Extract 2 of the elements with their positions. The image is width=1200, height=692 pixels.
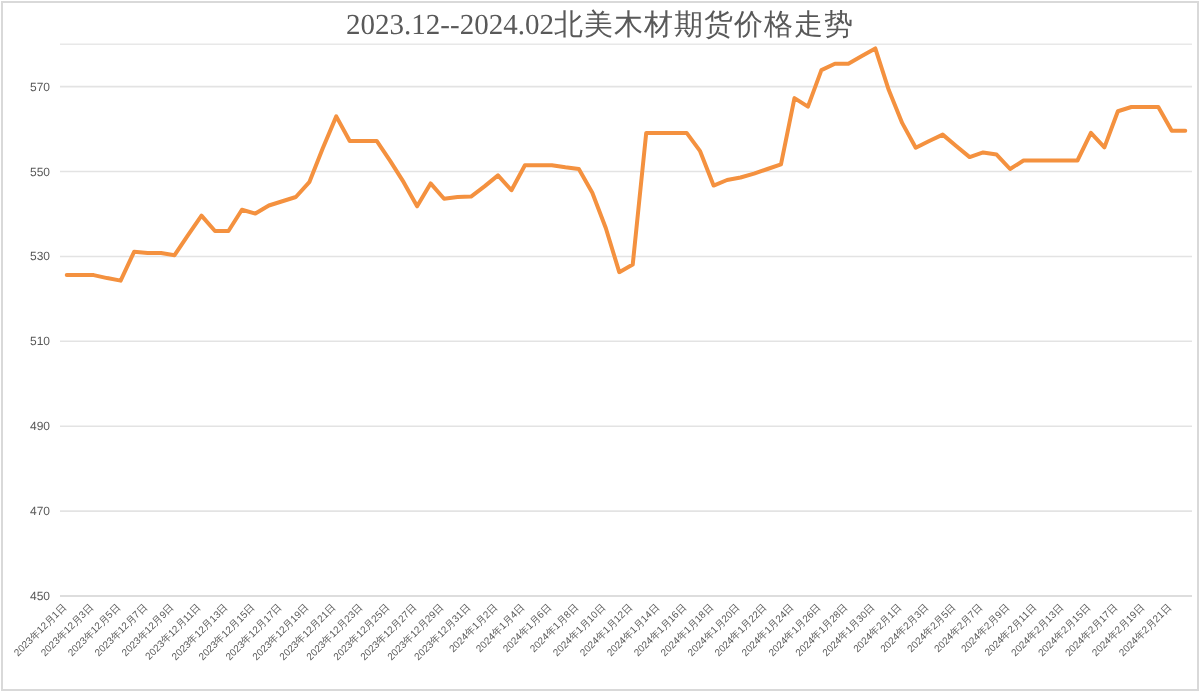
line-series (64, 46, 1188, 283)
chart-title: 2023.12--2024.02北美木材期货价格走势 (346, 8, 854, 42)
